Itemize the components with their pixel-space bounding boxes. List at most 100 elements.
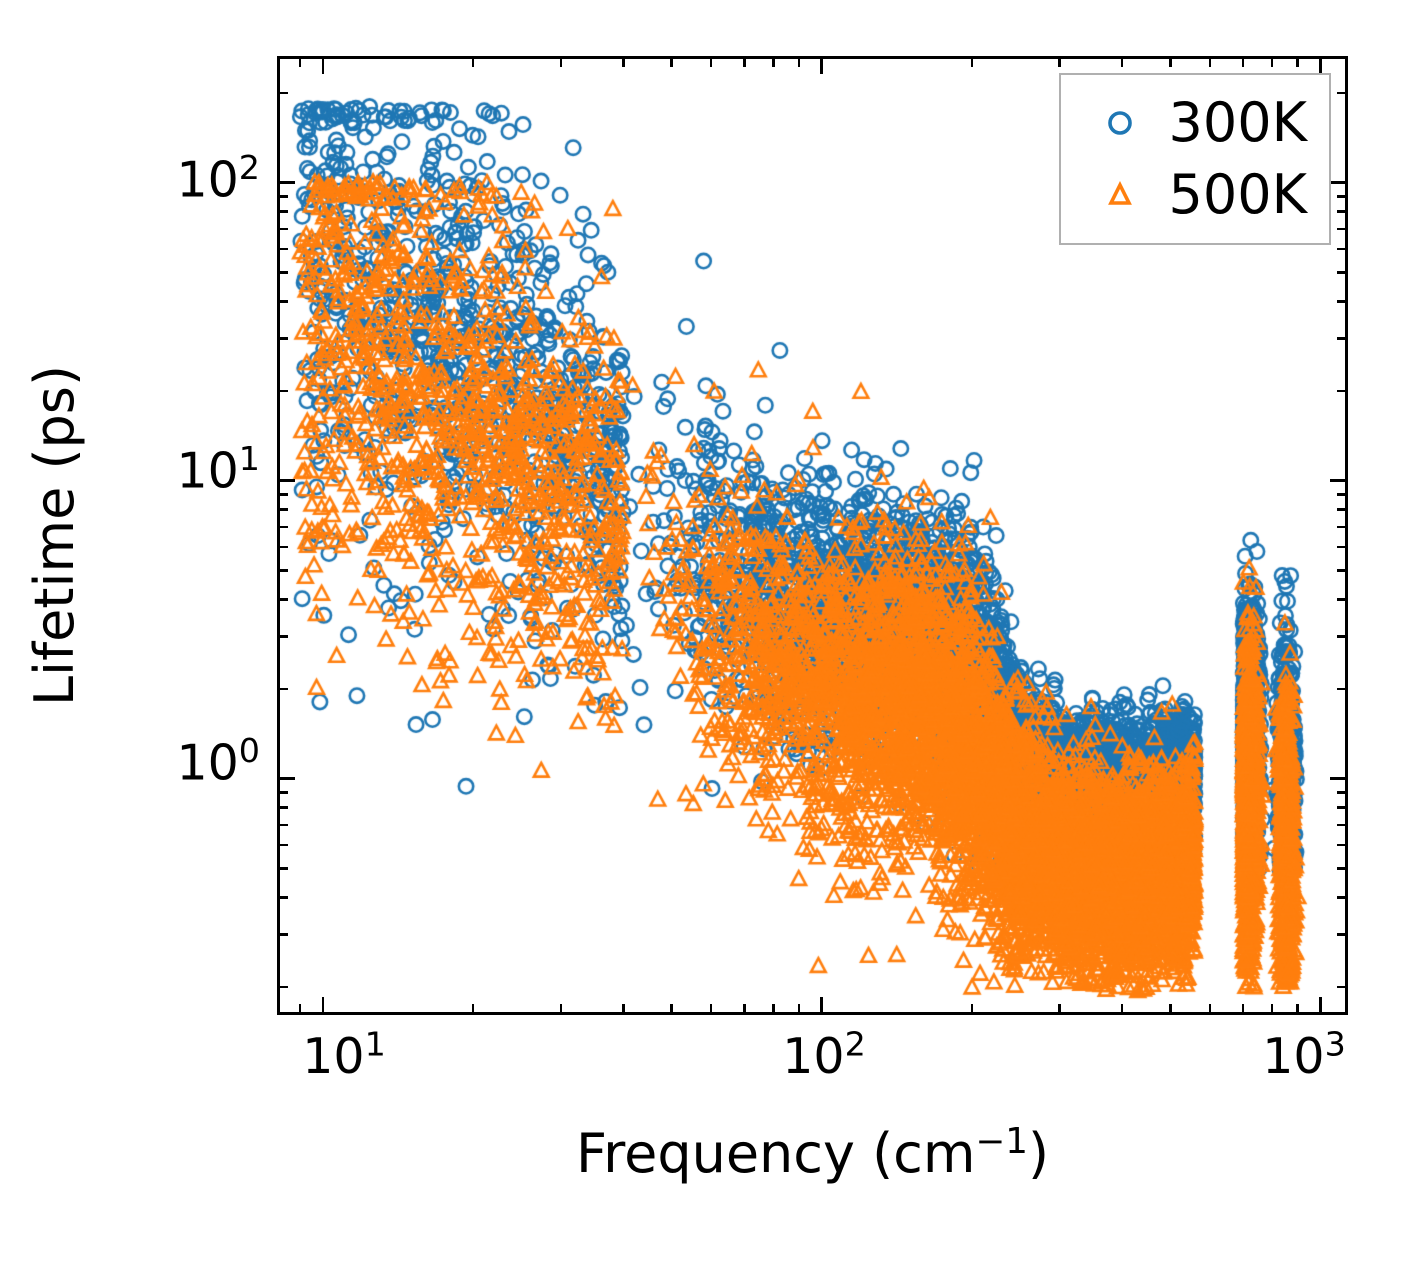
axis-tick [1169,59,1172,67]
axis-tick [1319,997,1322,1012]
axis-tick [670,1004,673,1012]
axis-tick [1337,210,1345,213]
axis-tick [280,598,288,601]
axis-tick [1337,493,1345,496]
axis-tick [321,997,325,1012]
axis-tick [1337,569,1345,572]
y-axis-label-text: Lifetime (ps) [23,364,87,707]
axis-tick [280,181,295,184]
axis-tick [1337,545,1345,549]
axis-tick [1337,598,1345,601]
axis-tick [709,59,713,67]
axis-tick [1296,1004,1299,1012]
axis-tick [797,59,801,67]
axis-tick [280,493,288,496]
axis-tick [797,1004,801,1012]
axis-tick [1337,337,1345,340]
axis-tick [280,91,288,95]
axis-tick [280,389,288,393]
x-tick-label-1e3: 103 [1262,1024,1346,1085]
axis-tick [280,271,288,274]
axis-tick [1208,59,1212,67]
axis-tick [621,1004,625,1012]
x-axis-label-base: Frequency (cm [575,1122,976,1185]
axis-tick [280,777,295,781]
axis-tick [1337,823,1345,827]
axis-tick [1120,1004,1124,1012]
axis-tick [559,59,563,67]
axis-tick [280,508,288,511]
axis-tick [280,933,288,936]
x-axis-label-tail: ) [1027,1122,1050,1185]
axis-tick [298,1004,302,1012]
axis-tick [1337,525,1345,529]
axis-tick [1330,777,1345,781]
axis-tick [280,337,288,340]
axis-tick [1337,985,1345,989]
axis-tick [280,867,288,870]
axis-tick [1337,227,1345,231]
x-axis-label: Frequency (cm−1) [277,1122,1348,1185]
axis-tick [280,806,288,809]
axis-tick [1337,299,1345,303]
axis-tick [471,59,475,67]
axis-tick [1296,59,1299,67]
axis-tick [1058,59,1061,67]
axis-tick [280,525,288,529]
legend-circle-open-icon [1077,106,1163,140]
axis-tick [970,59,974,67]
axis-tick [1330,181,1345,184]
axis-tick [280,210,288,213]
axis-tick [1337,635,1345,638]
axis-tick [1330,479,1345,483]
axis-tick [1120,59,1124,67]
axis-tick [1337,843,1345,847]
legend-item-300k: 300K [1077,87,1307,159]
axis-tick [621,59,625,67]
axis-tick [280,985,288,989]
axis-tick [709,1004,713,1012]
axis-tick [1337,271,1345,274]
axis-tick [1337,389,1345,393]
axis-tick [772,1004,775,1012]
legend: 300K 500K [1058,73,1331,245]
axis-tick [298,59,302,67]
axis-tick [280,687,288,691]
x-tick-label-1e2: 102 [782,1024,866,1085]
axis-tick [1208,1004,1212,1012]
axis-tick [1270,1004,1274,1012]
axis-tick [1337,933,1345,936]
x-axis-label-exponent: −1 [975,1121,1028,1162]
axis-tick [280,247,288,251]
axis-tick [1337,806,1345,809]
axis-tick [820,997,823,1012]
axis-tick [1337,508,1345,511]
axis-tick [1241,1004,1245,1012]
legend-item-500k: 500K [1077,159,1307,231]
axis-tick [1337,247,1345,251]
plot-area: 300K 500K [277,56,1348,1015]
axis-tick [1337,791,1345,794]
axis-tick [772,59,775,67]
axis-tick [670,59,673,67]
axis-tick [280,896,288,899]
axis-tick [743,1004,746,1012]
axis-tick [280,545,288,549]
axis-tick [471,1004,475,1012]
y-tick-label-1e2: 102 [176,148,260,209]
legend-label-300k: 300K [1168,91,1307,154]
axis-tick [1337,195,1345,198]
axis-tick [280,195,288,198]
y-axis-label: Lifetime (ps) [0,56,110,1015]
axis-tick [280,823,288,827]
axis-tick [743,59,746,67]
axis-tick [1337,687,1345,691]
axis-tick [321,59,325,74]
axis-tick [820,59,823,74]
axis-tick [1337,867,1345,870]
axis-tick [280,843,288,847]
axis-tick [1169,1004,1172,1012]
y-tick-label-1e1: 101 [176,439,260,500]
axis-tick [1241,59,1245,67]
